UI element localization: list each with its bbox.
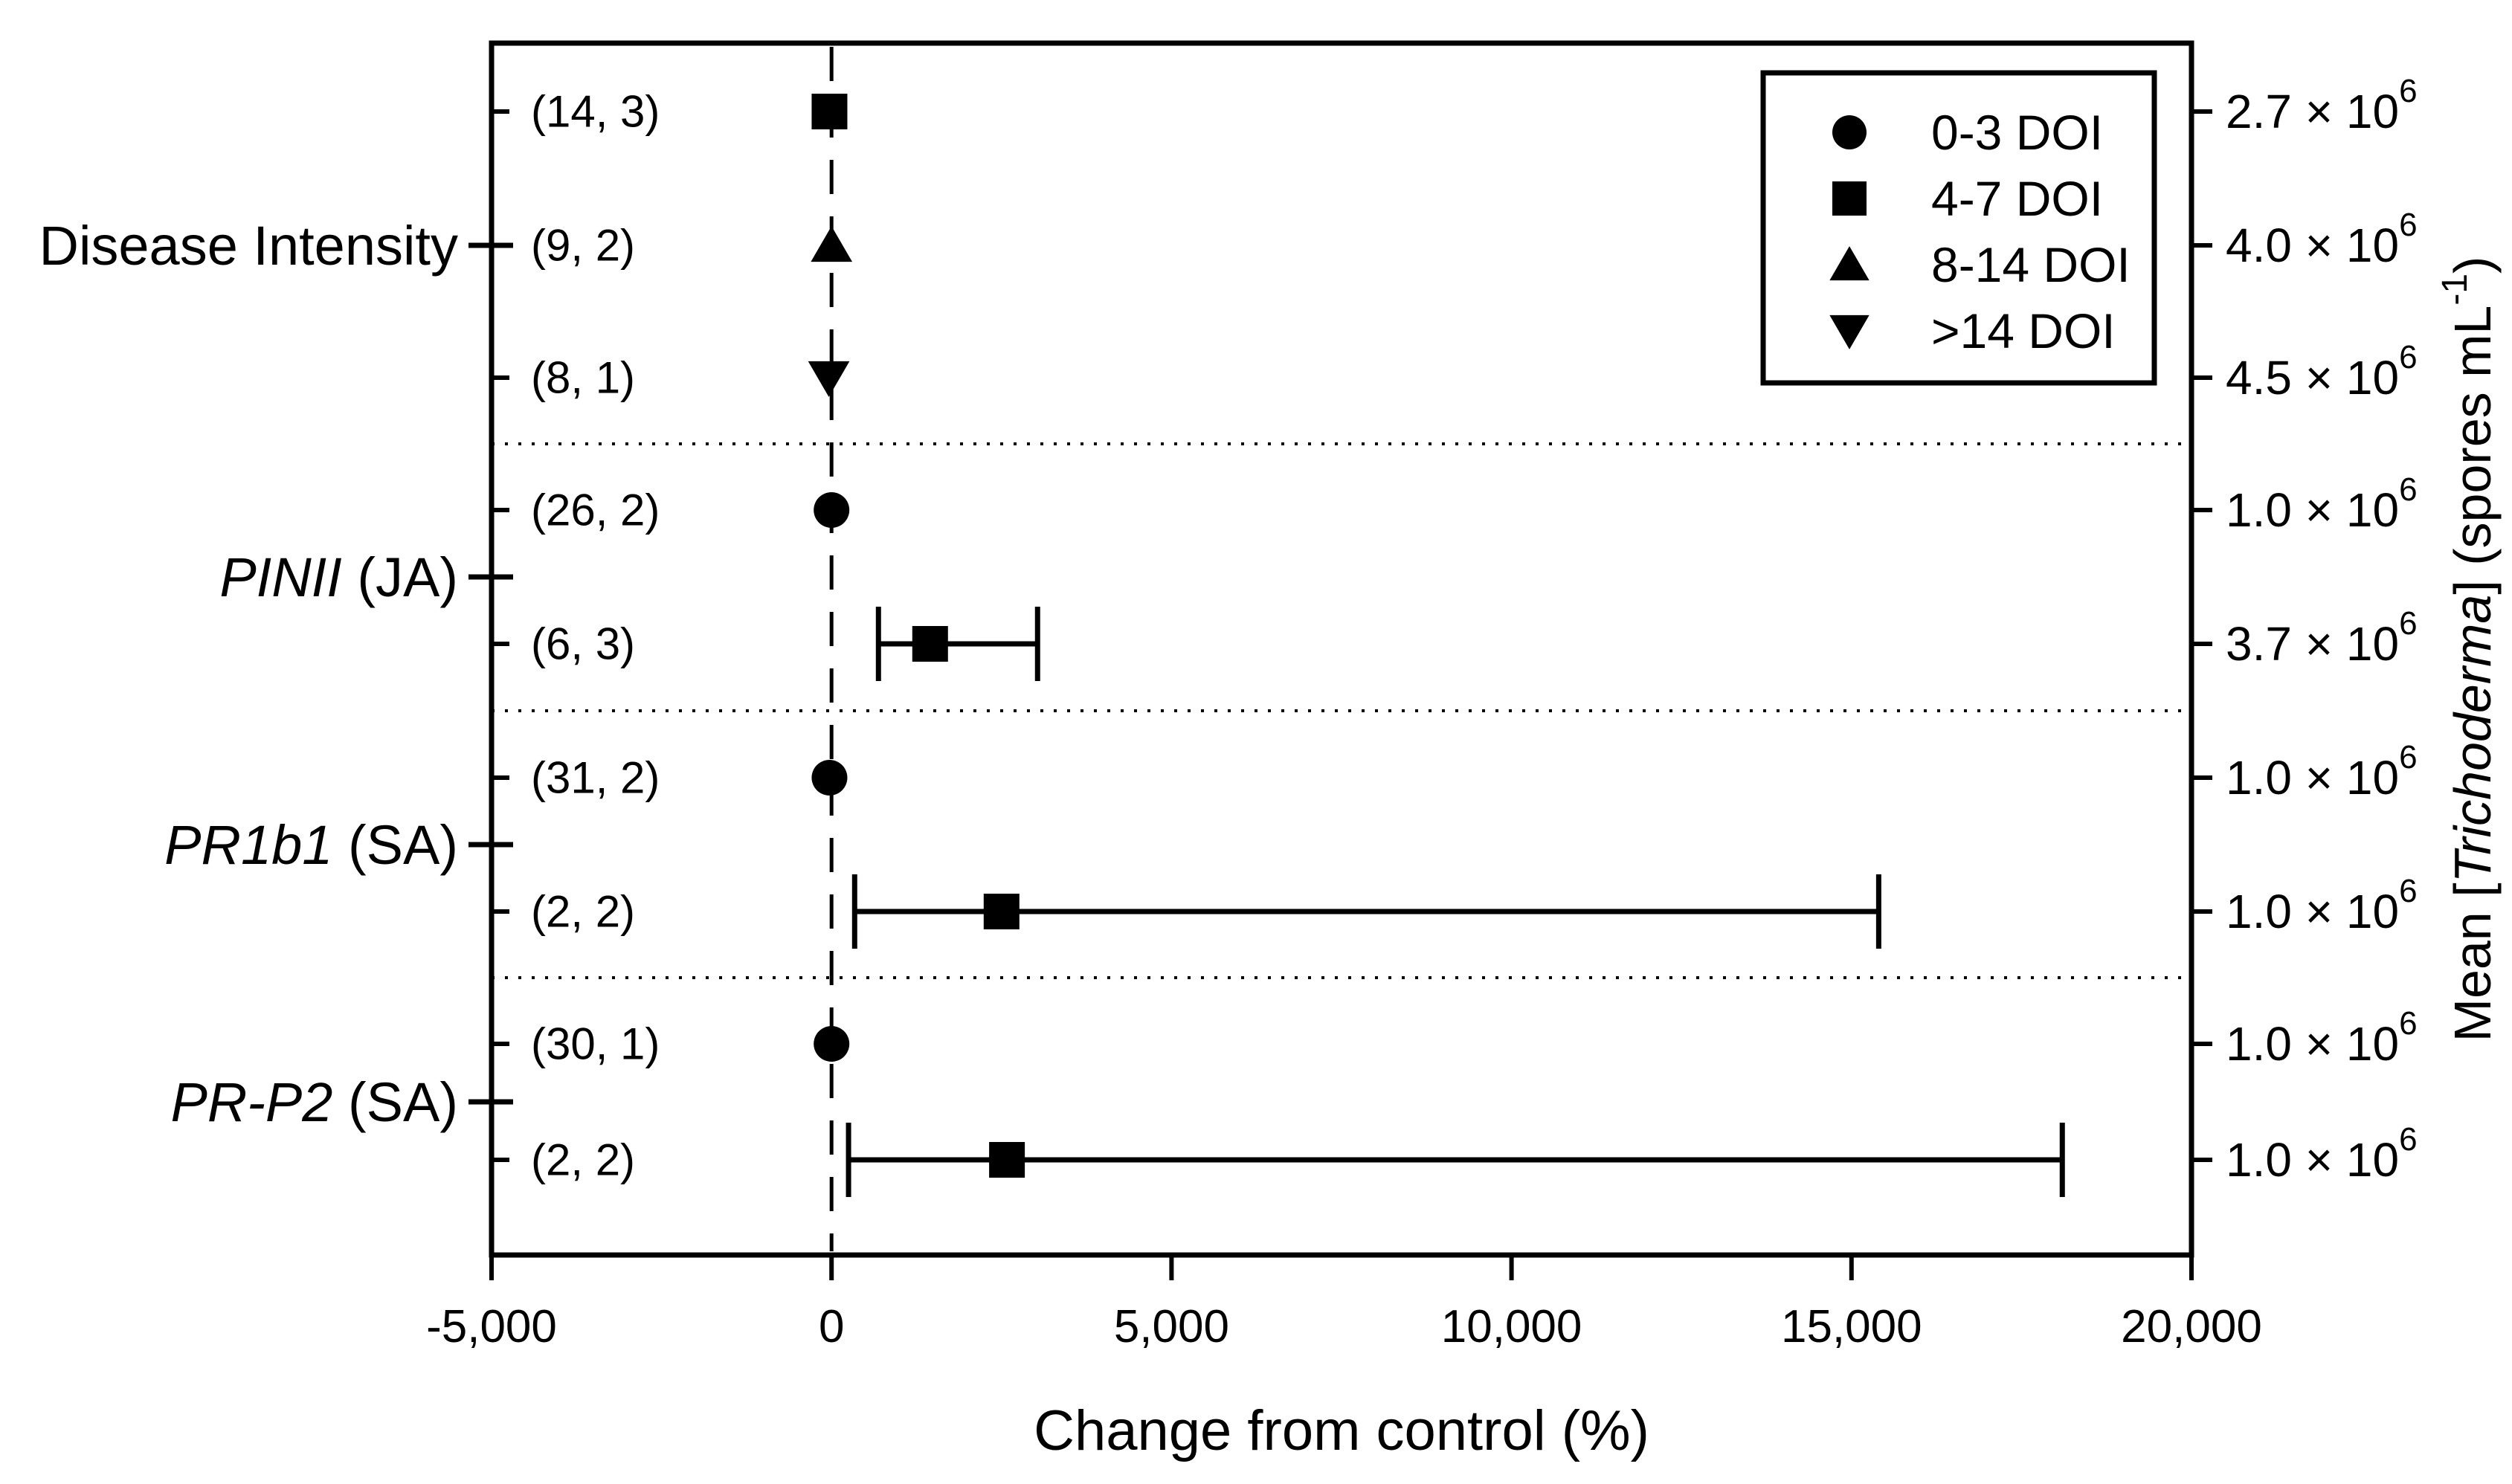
legend-box xyxy=(1760,70,2157,386)
legend-label: 8-14 DOI xyxy=(1931,237,2131,292)
data-marker-square xyxy=(983,894,1020,929)
right-axis-value: 3.7 × 106 xyxy=(2226,605,2418,671)
x-axis-tick-label: 0 xyxy=(819,1301,844,1352)
legend-marker-circle xyxy=(1832,115,1867,149)
right-axis-value: 1.0 × 106 xyxy=(2226,1121,2418,1187)
x-axis-tick-label: 10,000 xyxy=(1441,1301,1582,1352)
data-marker-square xyxy=(912,626,948,662)
legend-marker-triangle-down xyxy=(1829,314,1869,349)
data-marker-square xyxy=(811,94,848,129)
row-annotation: (31, 2) xyxy=(531,753,660,803)
right-axis-value: 2.7 × 106 xyxy=(2226,73,2418,139)
x-axis-tick-label: -5,000 xyxy=(426,1301,557,1352)
chart-generated-content: -5,000 0 5,000 10,000 15,000 20,000 (14, 3) 2.7… xyxy=(39,47,2502,1352)
data-marker-circle xyxy=(811,760,848,796)
row-annotation: (6, 3) xyxy=(531,619,635,669)
x-axis-tick-label: 20,000 xyxy=(2121,1301,2262,1352)
data-marker-circle xyxy=(814,492,850,528)
plot-frame xyxy=(489,40,2194,1258)
data-marker-circle xyxy=(814,1026,850,1062)
group-label: PINII (JA) xyxy=(219,546,458,608)
data-marker-square xyxy=(989,1142,1025,1178)
row-annotation: (30, 1) xyxy=(531,1019,660,1069)
row-annotation: (26, 2) xyxy=(531,485,660,535)
x-axis-tick-label: 5,000 xyxy=(1114,1301,1229,1352)
legend-marker-square xyxy=(1832,181,1867,216)
x-axis-title: Change from control (%) xyxy=(1034,1399,1649,1462)
group-label: Disease Intensity xyxy=(39,215,459,277)
right-axis-value: 1.0 × 106 xyxy=(2226,873,2418,939)
right-axis-value: 4.5 × 106 xyxy=(2226,339,2418,405)
right-axis-value: 4.0 × 106 xyxy=(2226,207,2418,273)
right-axis-value: 1.0 × 106 xyxy=(2226,739,2418,805)
group-label: PR-P2 (SA) xyxy=(170,1071,458,1133)
legend-label: 0-3 DOI xyxy=(1931,105,2103,160)
row-annotation: (9, 2) xyxy=(531,221,635,271)
row-annotation: (2, 2) xyxy=(531,887,635,937)
data-marker-triangle-down xyxy=(808,361,850,397)
data-marker-triangle-up xyxy=(811,226,853,262)
group-label: PR1b1 (SA) xyxy=(164,814,458,876)
right-axis-value: 1.0 × 106 xyxy=(2226,1005,2418,1071)
row-annotation: (2, 2) xyxy=(531,1135,635,1185)
x-axis-tick-label: 15,000 xyxy=(1781,1301,1922,1352)
legend-label: >14 DOI xyxy=(1931,303,2116,358)
row-annotation: (14, 3) xyxy=(531,87,660,137)
legend-label: 4-7 DOI xyxy=(1931,171,2103,226)
row-annotation: (8, 1) xyxy=(531,353,635,403)
legend-marker-triangle-up xyxy=(1829,246,1869,281)
right-axis-value: 1.0 × 106 xyxy=(2226,471,2418,538)
right-axis-title: Mean [Trichoderma] (spores mL-1) xyxy=(2435,257,2502,1042)
